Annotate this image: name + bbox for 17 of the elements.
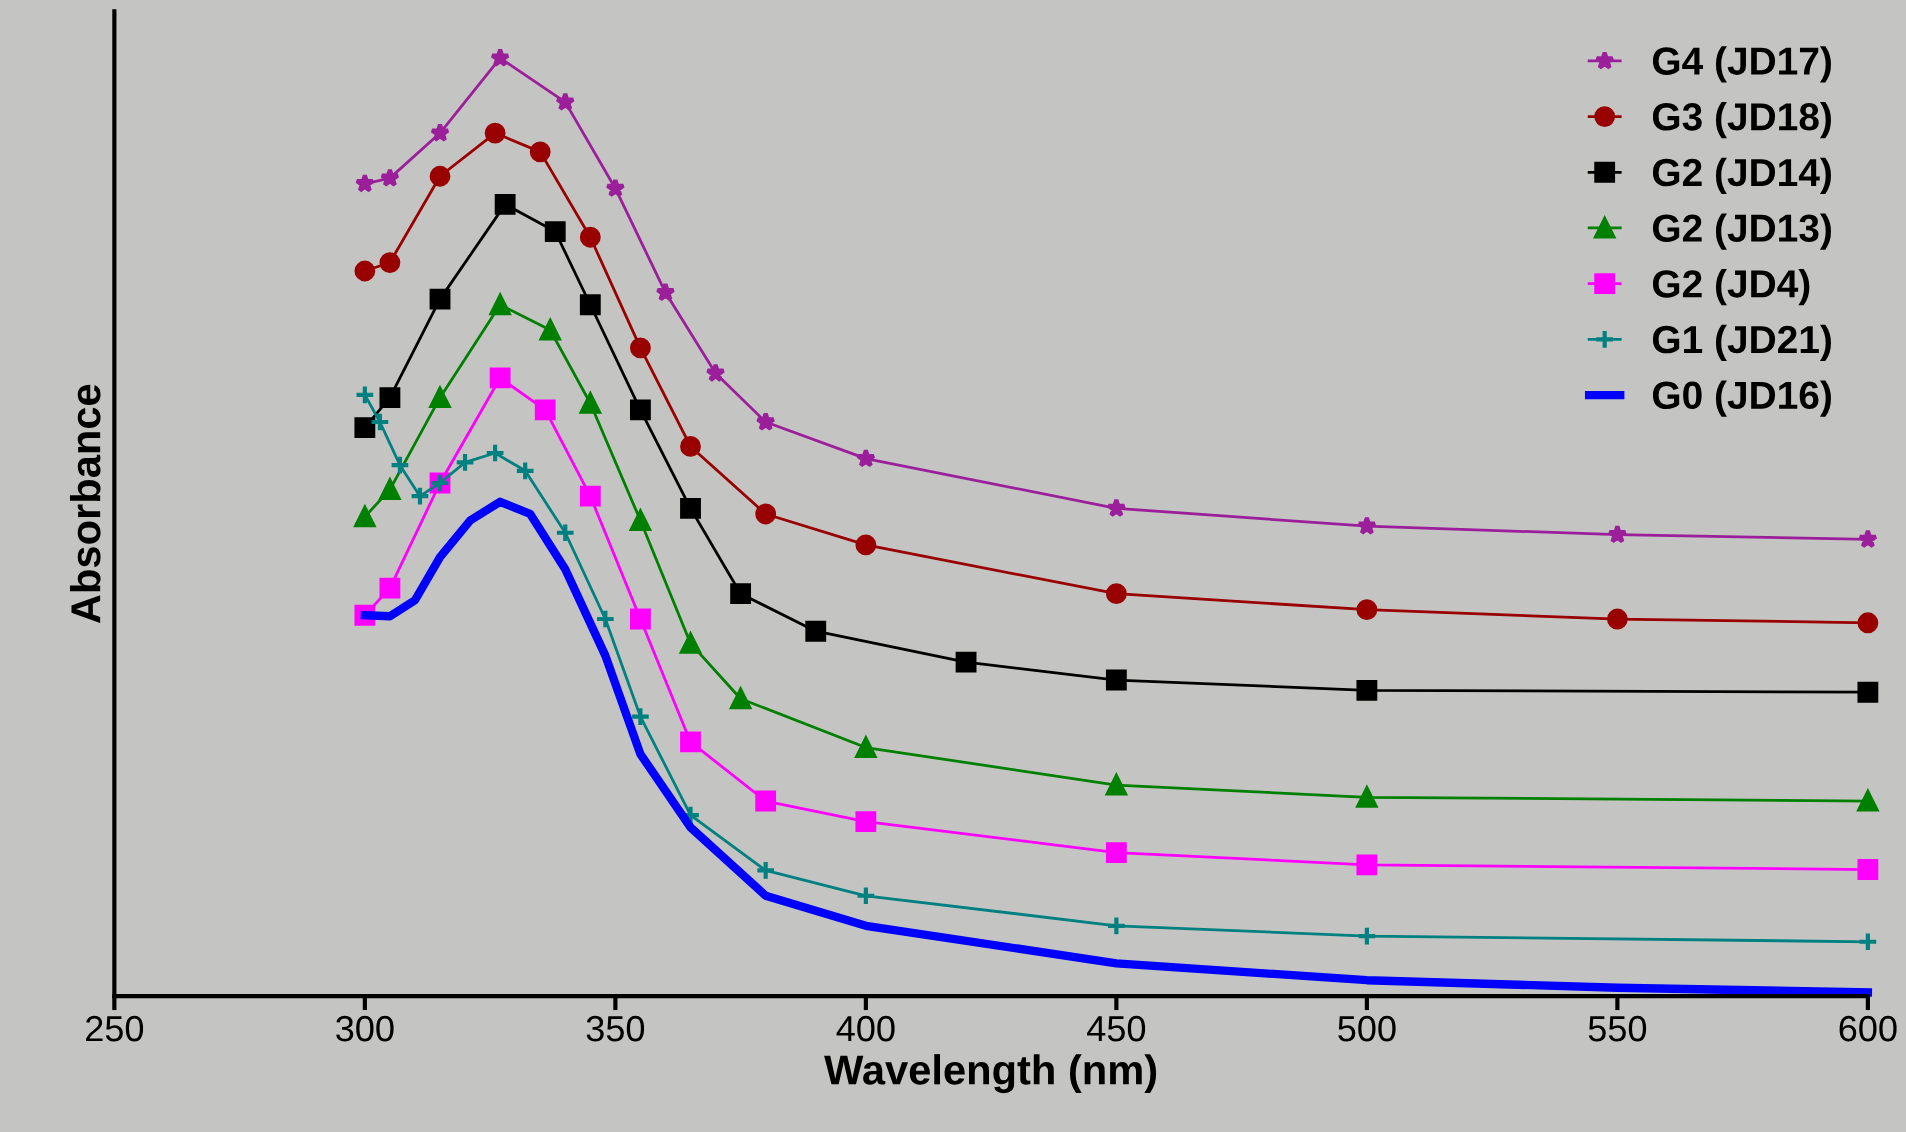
legend-label: G1 (JD21) (1652, 324, 1831, 362)
legend-label: G3 (JD18) (1652, 102, 1831, 139)
x-tick-label: 350 (586, 1015, 645, 1042)
legend-label: G4 (JD17) (1652, 46, 1831, 83)
legend-label: G2 (JD14) (1652, 157, 1831, 194)
legend-label: G0 (JD16) (1652, 380, 1831, 417)
legend-label: G2 (JD4) (1652, 269, 1810, 306)
x-tick-label: 550 (1588, 1015, 1647, 1042)
x-tick-label: 500 (1338, 1015, 1396, 1042)
y-axis-title: Absorbance (69, 384, 101, 624)
x-tick-label: 300 (336, 1015, 394, 1042)
legend-label: G2 (JD13) (1652, 213, 1831, 250)
x-tick-label: 400 (836, 1015, 895, 1042)
x-tick-label: 600 (1839, 1015, 1897, 1042)
x-tick-label: 250 (86, 1015, 144, 1042)
x-tick-label: 450 (1087, 1015, 1146, 1042)
x-axis-title: Wavelength (nm) (824, 1054, 1157, 1094)
